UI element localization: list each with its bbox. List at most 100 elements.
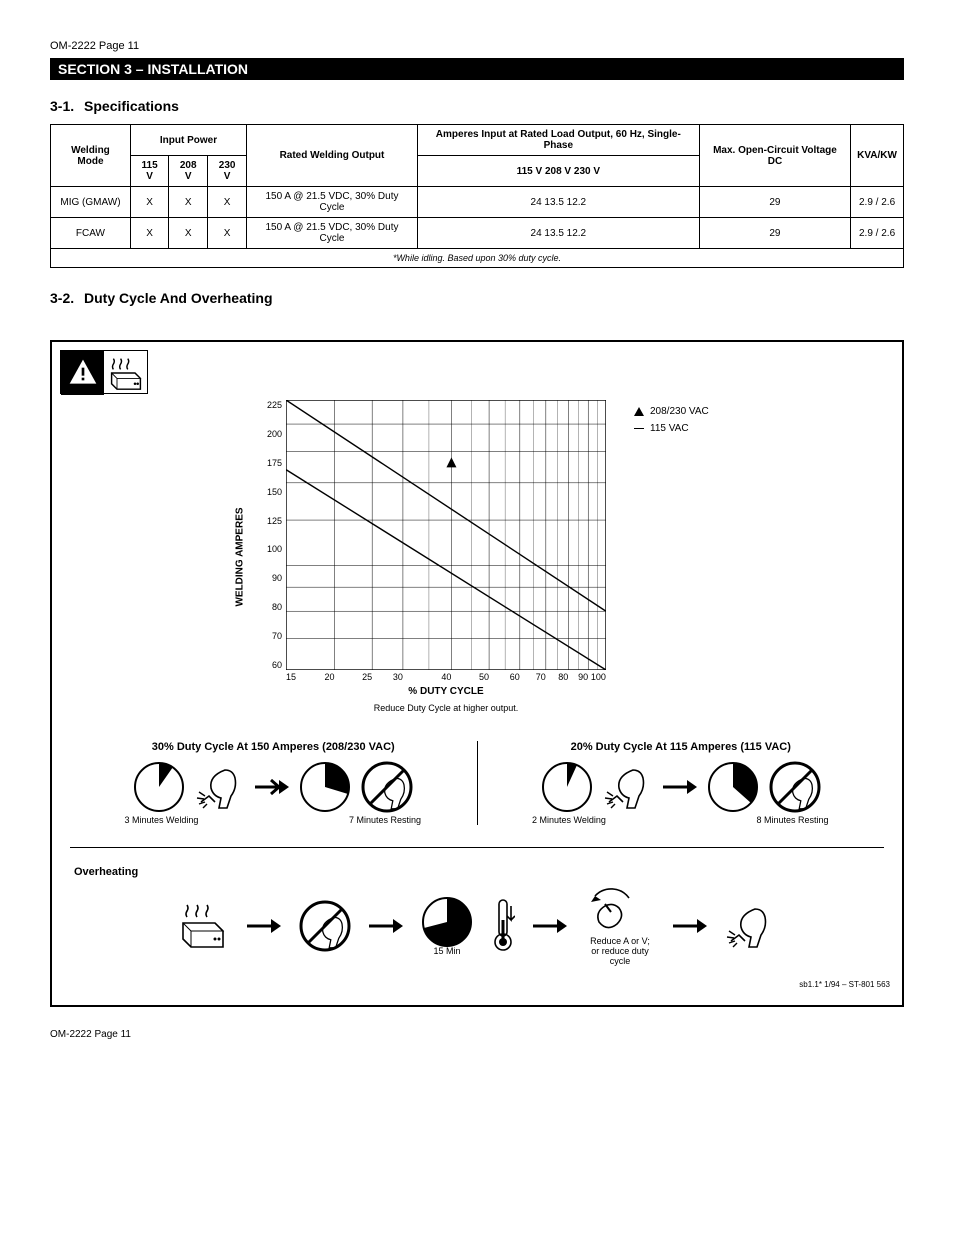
table-footnote: *While idling. Based upon 30% duty cycle… (51, 249, 904, 268)
welder-spark-icon (603, 762, 653, 812)
page-header: OM-2222 Page 11 (50, 40, 904, 52)
welder-spark-icon (195, 762, 245, 812)
cell: X (169, 187, 208, 218)
cell: 24 13.5 12.2 (417, 218, 699, 249)
no-weld-icon (769, 761, 821, 813)
col-ocv: Max. Open-Circuit Voltage DC (699, 125, 850, 187)
arrow-right-icon (255, 778, 289, 796)
cycle-title: 20% Duty Cycle At 115 Amperes (115 VAC) (492, 741, 871, 753)
spec-section-title: 3-1. Specifications (50, 98, 904, 114)
weld-minutes-label: 2 Minutes Welding (509, 815, 629, 825)
ytick: 225 (258, 400, 282, 410)
section-bar: SECTION 3 – INSTALLATION (50, 58, 904, 80)
table-footnote-row: *While idling. Based upon 30% duty cycle… (51, 249, 904, 268)
clock-small-slice-icon (133, 761, 185, 813)
overheat-box-icon (104, 351, 147, 395)
duty-cycle-panel: WELDING AMPERES 225 200 175 150 125 100 … (50, 340, 904, 1007)
cycle-left: 30% Duty Cycle At 150 Amperes (208/230 V… (70, 741, 477, 825)
col-kva: KVA/KW (851, 125, 904, 187)
spec-section-num: 3-1. (50, 98, 74, 114)
cell: X (130, 218, 168, 249)
no-weld-icon (299, 900, 351, 952)
cell: 29 (699, 187, 850, 218)
footer-left: OM-2222 Page 11 (50, 1029, 131, 1040)
col-amps-input: Amperes Input at Rated Load Output, 60 H… (417, 125, 699, 156)
horizontal-divider (70, 847, 884, 848)
legend-label: 208/230 VAC (650, 406, 709, 417)
no-weld-icon (361, 761, 413, 813)
chart-note: Reduce Duty Cycle at higher output. (286, 703, 606, 713)
arrow-right-icon (369, 917, 403, 935)
arrow-right-icon (533, 917, 567, 935)
col-amps-sub: 115 V 208 V 230 V (417, 156, 699, 187)
ytick: 70 (258, 631, 282, 641)
legend-item: 115 VAC (634, 423, 709, 434)
arrow-right-icon (673, 917, 707, 935)
cell: X (130, 187, 168, 218)
ytick: 125 (258, 516, 282, 526)
col-208v: 208 V (169, 156, 208, 187)
duty-section-name: Duty Cycle And Overheating (84, 290, 273, 306)
cell: X (208, 218, 247, 249)
legend-item: 208/230 VAC (634, 406, 709, 417)
ytick: 175 (258, 458, 282, 468)
triangle-marker-icon (634, 407, 644, 416)
clock-tiny-slice-icon (541, 761, 593, 813)
ytick: 60 (258, 660, 282, 670)
col-115v: 115 V (130, 156, 168, 187)
line-marker-icon (634, 428, 644, 429)
reduce-knob-icon: Reduce A or V; or reduce duty cycle (585, 886, 655, 966)
overheat-title: Overheating (74, 866, 894, 878)
warning-triangle-icon (61, 351, 104, 395)
clock-big-slice-icon (707, 761, 759, 813)
chart-yticks: 225 200 175 150 125 100 90 80 70 60 (258, 400, 286, 670)
warning-icon-group (60, 350, 148, 394)
cell: X (208, 187, 247, 218)
chart-ylabel: WELDING AMPERES (222, 400, 258, 713)
arrow-right-icon (247, 917, 281, 935)
spec-section-name: Specifications (84, 98, 179, 114)
wait-label: 15 Min (421, 946, 473, 956)
thermometer-down-icon (491, 898, 515, 954)
duty-section-title: 3-2. Duty Cycle And Overheating (50, 290, 904, 306)
arrow-right-icon (663, 778, 697, 796)
reduce-label: Reduce A or V; or reduce duty cycle (585, 936, 655, 966)
cell: 24 13.5 12.2 (417, 187, 699, 218)
rest-minutes-label: 8 Minutes Resting (733, 815, 853, 825)
figure-caption: sb1.1* 1/94 – ST-801 563 (60, 980, 894, 989)
chart-legend: 208/230 VAC 115 VAC (634, 406, 709, 713)
clock-wait-icon: 15 Min (421, 896, 473, 956)
ytick: 90 (258, 573, 282, 583)
cell: X (169, 218, 208, 249)
cell: 2.9 / 2.6 (851, 187, 904, 218)
spec-table: Welding Mode Input Power Rated Welding O… (50, 124, 904, 268)
ytick: 150 (258, 487, 282, 497)
duty-section-num: 3-2. (50, 290, 74, 306)
cell: 150 A @ 21.5 VDC, 30% Duty Cycle (247, 218, 418, 249)
cell: 29 (699, 218, 850, 249)
cycle-right: 20% Duty Cycle At 115 Amperes (115 VAC) (478, 741, 885, 825)
rest-minutes-label: 7 Minutes Resting (325, 815, 445, 825)
clock-large-slice-icon (299, 761, 351, 813)
chart-xlabel: % DUTY CYCLE (286, 686, 606, 697)
overheat-sequence: 15 Min Reduce A or V; or reduce duty cyc… (60, 886, 894, 976)
table-row: MIG (GMAW) X X X 150 A @ 21.5 VDC, 30% D… (51, 187, 904, 218)
page-footer: OM-2222 Page 11 (50, 1029, 904, 1040)
col-mode: Welding Mode (51, 125, 131, 187)
legend-label: 115 VAC (650, 423, 689, 434)
cycle-title: 30% Duty Cycle At 150 Amperes (208/230 V… (84, 741, 463, 753)
overheat-box-icon (179, 901, 229, 951)
table-row: FCAW X X X 150 A @ 21.5 VDC, 30% Duty Cy… (51, 218, 904, 249)
col-230v: 230 V (208, 156, 247, 187)
chart-xticks: 15202530405060708090100 (286, 670, 606, 682)
welder-spark-icon (725, 901, 775, 951)
cell: MIG (GMAW) (51, 187, 131, 218)
duty-cycle-chart (286, 400, 606, 670)
chart-ylabel-text: WELDING AMPERES (235, 507, 246, 606)
col-input-power: Input Power (130, 125, 246, 156)
ytick: 80 (258, 602, 282, 612)
weld-minutes-label: 3 Minutes Welding (101, 815, 221, 825)
ytick: 100 (258, 544, 282, 554)
col-rated-output: Rated Welding Output (247, 125, 418, 187)
ytick: 200 (258, 429, 282, 439)
